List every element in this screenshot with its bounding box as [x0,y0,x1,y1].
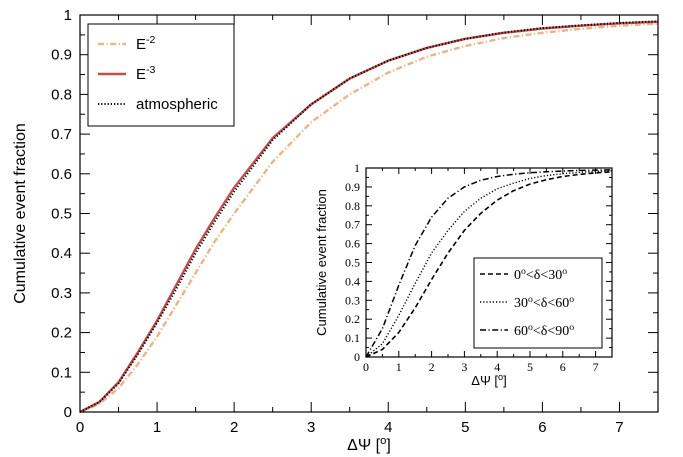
y-tick-label: 0 [64,404,72,421]
y-tick-label: 0 [354,350,360,364]
x-tick-label: 7 [593,360,599,374]
plot-frame [79,14,659,413]
y-tick-label: 0.6 [51,166,72,183]
legend-label: 0o<δ<30o [514,266,567,284]
y-tick-label: 0.4 [51,245,72,262]
x-tick-label: 7 [615,419,623,436]
x-tick-label: 5 [527,360,533,374]
inset-plot: 0 1 2 3 4 5 6 7 0 0.1 0.2 0.3 0.4 0.5 0.6 0.7 0.8 0.9 1 ΔΨ … [304,161,614,393]
y-tick-label: 0.1 [51,364,72,381]
x-tick-label: 1 [153,419,161,436]
y-tick-label: 0.5 [51,206,72,223]
x-tick-label: 2 [429,360,435,374]
x-tick-label: 3 [461,360,467,374]
series-line [365,170,613,358]
y-axis-title: Cumulative event fraction [12,123,29,304]
x-tick-label: 6 [560,360,566,374]
x-tick-label: 5 [461,419,469,436]
x-axis-title: ΔΨ [o] [347,435,391,454]
x-tick-label: 3 [307,419,315,436]
legend-label: E-2 [136,34,156,53]
y-axis-title: Cumulative event fraction [314,189,329,336]
x-tick-label: 4 [494,360,500,374]
y-tick-label: 0.2 [345,312,360,326]
y-tick-label: 0.6 [345,237,360,251]
y-tick-label: 1 [354,161,360,175]
x-tick-label: 6 [538,419,546,436]
y-tick-label: 0.2 [51,325,72,342]
x-tick-label: 0 [363,360,369,374]
x-tick-label: 0 [76,419,84,436]
series-line [79,20,659,414]
legend-box [473,257,603,349]
series-line [365,169,613,358]
x-tick-label: 2 [230,419,238,436]
legend-label: E-3 [136,64,156,83]
y-tick-label: 0.9 [345,180,360,194]
x-tick-label: 4 [384,419,392,436]
legend-label: 30o<δ<60o [514,294,574,312]
y-tick-label: 0.5 [345,256,360,270]
main-plot: 0 1 2 3 4 5 6 7 0 0.1 0.2 0.3 0.4 0.5 0.6 0.7 0.8 0.9 1 ΔΨ … [12,7,659,454]
x-axis-title: ΔΨ [o] [471,372,506,388]
y-tick-label: 0.7 [345,218,360,232]
y-tick-label: 0.8 [51,86,72,103]
y-tick-label: 0.9 [51,47,72,64]
y-tick-label: 1 [64,7,72,24]
y-tick-label: 0.4 [345,274,360,288]
y-tick-label: 0.3 [51,285,72,302]
y-tick-label: 0.8 [345,199,360,213]
legend-label: atmospheric [136,96,218,113]
series-line [79,22,659,414]
x-tick-label: 1 [396,360,402,374]
y-tick-label: 0.7 [51,126,72,143]
legend-label: 60o<δ<90o [514,322,574,340]
plot-frame [365,167,613,358]
y-tick-label: 0.3 [345,293,360,307]
y-tick-label: 0.1 [345,331,360,345]
